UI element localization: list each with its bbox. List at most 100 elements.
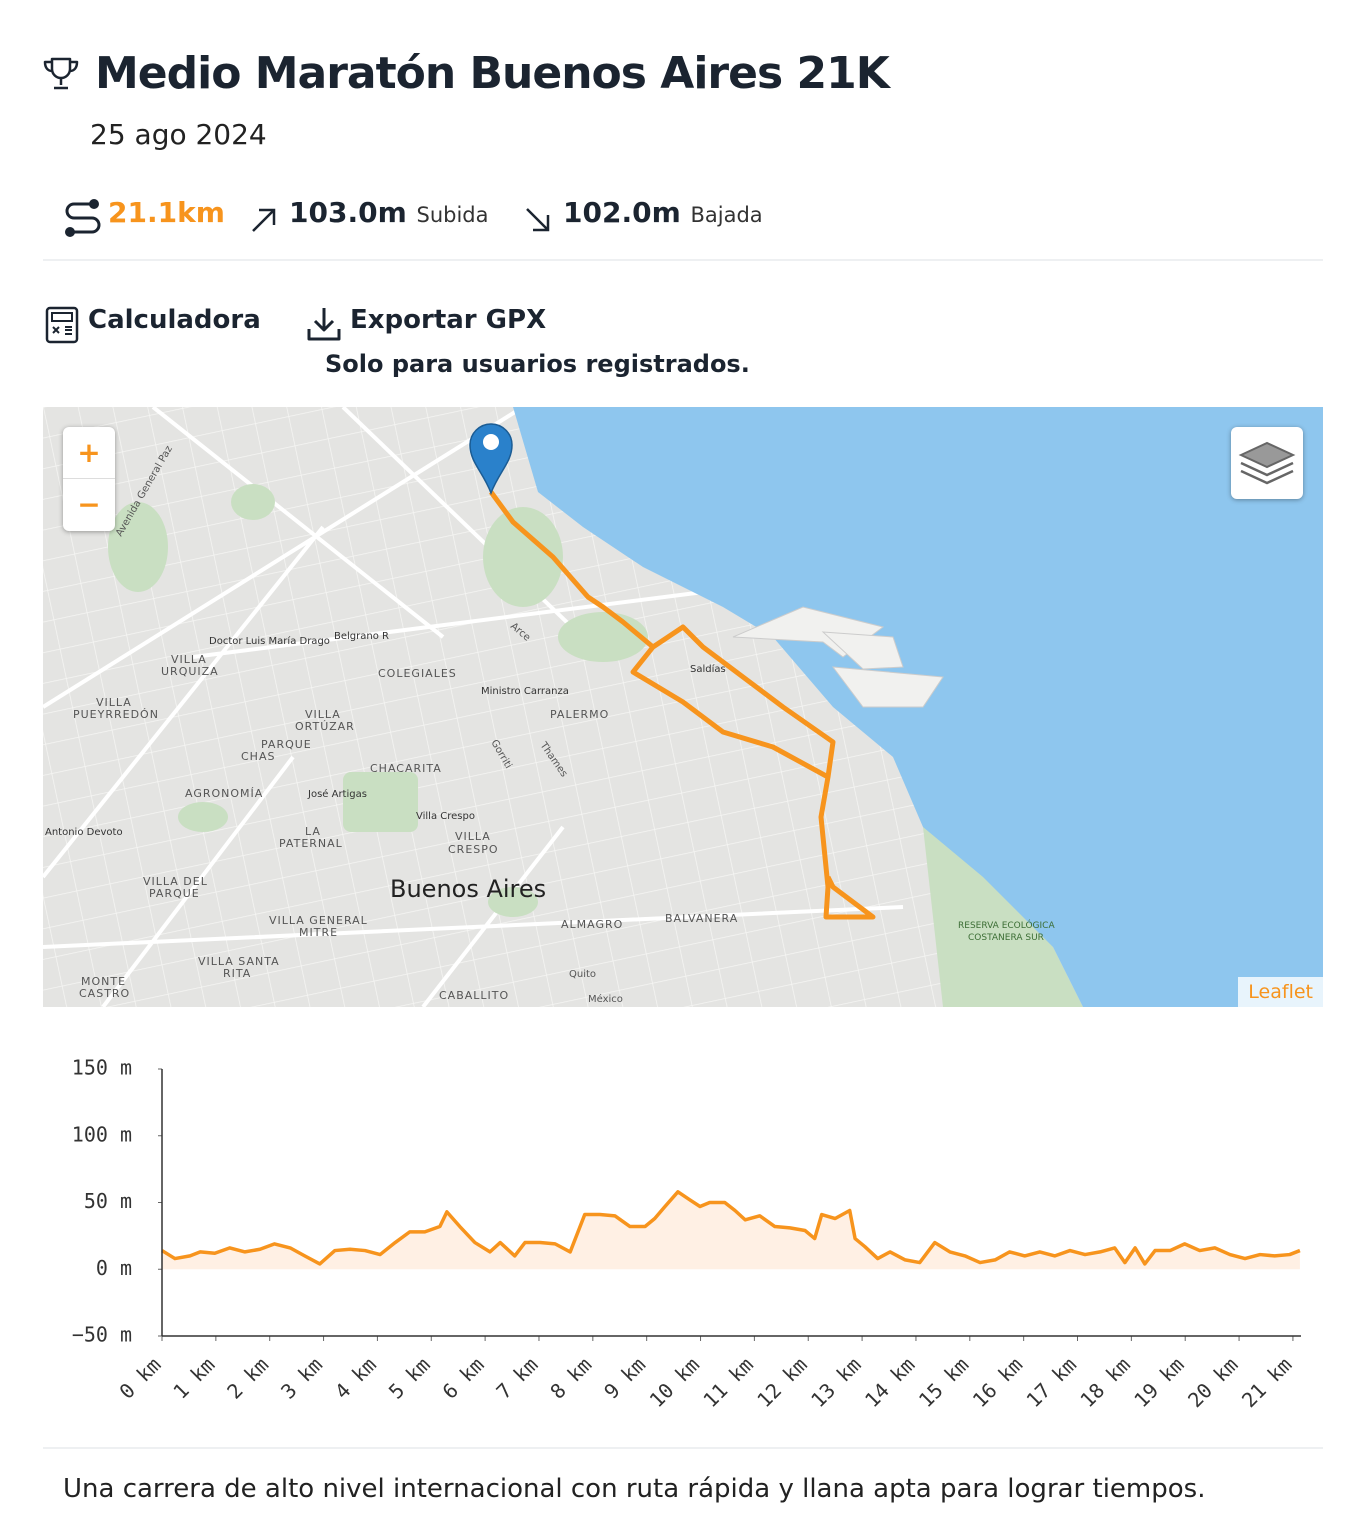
map-label: COSTANERA SUR [968, 933, 1044, 943]
x-tick-label: 14 km [860, 1353, 920, 1413]
descent-value: 102.0m [563, 196, 681, 229]
descent-icon [526, 208, 550, 232]
map-label: ORTÚZAR [295, 720, 355, 733]
map-label: VILLA [171, 653, 207, 666]
x-tick-label: 3 km [276, 1353, 327, 1404]
x-tick-label: 8 km [545, 1353, 596, 1404]
map-label: Ministro Carranza [481, 686, 569, 697]
map-label: Saldías [690, 663, 726, 675]
map-label: VILLA [96, 696, 132, 709]
date: 25 ago 2024 [90, 118, 267, 151]
map-label: ALMAGRO [561, 918, 623, 931]
map-label: Doctor Luis María Drago [209, 635, 330, 647]
y-tick-label: 100 m [72, 1122, 132, 1146]
x-tick-label: 18 km [1075, 1353, 1135, 1413]
x-tick-label: 5 km [384, 1353, 435, 1404]
ascent-icon [252, 208, 276, 232]
export-link[interactable]: Exportar GPX [350, 305, 547, 335]
descent-label: Bajada [690, 203, 763, 227]
map-label: Quito [569, 969, 596, 980]
map-label: PARQUE [149, 887, 200, 900]
map-attribution[interactable]: Leaflet [1238, 977, 1323, 1007]
map-label: RESERVA ECOLÓGICA [958, 919, 1055, 931]
map-label: COLEGIALES [378, 667, 457, 680]
map-label: México [588, 993, 623, 1005]
map-label: AGRONOMÍA [185, 787, 263, 800]
map-label: PUEYRREDÓN [73, 708, 159, 721]
download-icon [307, 308, 341, 341]
descent: 102.0m Bajada [563, 196, 763, 229]
calculator-button[interactable] [44, 305, 80, 345]
map-label: CHACARITA [370, 762, 442, 775]
map-label: URQUIZA [161, 665, 219, 678]
description: Una carrera de alto nivel internacional … [63, 1474, 1206, 1504]
map-label: VILLA [455, 830, 491, 843]
map-canvas: Buenos Aires PALERMO COLEGIALES CHACARIT… [43, 407, 1323, 1007]
map-label: MITRE [299, 926, 338, 939]
divider [43, 259, 1323, 261]
map-label: PATERNAL [279, 837, 343, 850]
elevation-area [162, 1191, 1300, 1270]
map-label: MONTE [81, 975, 126, 988]
x-tick-label: 2 km [222, 1353, 273, 1404]
ascent: 103.0m Subida [289, 196, 489, 229]
map-label: José Artigas [307, 788, 367, 800]
map-label: VILLA GENERAL [269, 914, 368, 927]
x-tick-label: 21 km [1237, 1353, 1297, 1413]
elevation-line [161, 1190, 1301, 1266]
map-label: CASTRO [79, 987, 130, 1000]
export-note: Solo para usuarios registrados. [325, 350, 750, 378]
x-tick-label: 16 km [968, 1353, 1028, 1413]
ascent-label: Subida [416, 203, 489, 227]
map-label: PARQUE [261, 738, 312, 751]
ascent-value: 103.0m [289, 196, 407, 229]
zoom-in[interactable]: + [63, 427, 115, 479]
map[interactable]: Buenos Aires PALERMO COLEGIALES CHACARIT… [43, 407, 1323, 1007]
map-marker[interactable] [469, 423, 513, 496]
map-label: LA [305, 825, 321, 838]
map-label: Belgrano R [334, 631, 389, 642]
map-label: Buenos Aires [390, 875, 546, 903]
x-tick-label: 7 km [491, 1353, 542, 1404]
x-tick-label: 13 km [806, 1353, 866, 1413]
map-label: CRESPO [448, 843, 499, 856]
y-tick-label: 0 m [96, 1256, 132, 1280]
trophy-icon [43, 57, 79, 90]
map-route [488, 490, 876, 920]
y-tick-label: 150 m [72, 1056, 132, 1080]
distance: 21.1km [108, 196, 225, 229]
map-port [732, 606, 944, 708]
calculator-icon [45, 306, 79, 344]
x-tick-label: 9 km [599, 1353, 650, 1404]
x-tick-label: 4 km [330, 1353, 381, 1404]
x-tick-label: 20 km [1183, 1353, 1243, 1413]
x-tick-label: 19 km [1129, 1353, 1189, 1413]
map-label: BALVANERA [665, 912, 738, 925]
map-label: CHAS [241, 750, 275, 763]
y-tick-label: −50 m [72, 1323, 132, 1347]
map-label: RITA [223, 967, 251, 980]
x-tick-label: 1 km [168, 1353, 219, 1404]
x-tick-label: 15 km [914, 1353, 974, 1413]
layers-icon [1238, 441, 1296, 485]
calculator-link[interactable]: Calculadora [88, 305, 261, 335]
elevation-chart: −50 m 0 m 50 m 100 m 150 m 0 km 1 km 2 km 3 km 4 … [72, 1056, 1301, 1413]
map-label: VILLA [305, 708, 341, 721]
zoom-out[interactable]: − [77, 488, 101, 521]
y-tick-label: 50 m [84, 1189, 132, 1213]
map-label: Antonio Devoto [45, 827, 123, 838]
map-label: Villa Crespo [416, 811, 475, 822]
map-parks [108, 484, 1083, 1007]
map-label: CABALLITO [439, 989, 509, 1002]
x-tick-label: 6 km [438, 1353, 489, 1404]
x-tick-label: 11 km [698, 1353, 758, 1413]
layers-control[interactable] [1231, 427, 1303, 499]
route-icon [65, 199, 101, 237]
divider [43, 1447, 1323, 1449]
x-tick-label: 10 km [645, 1353, 705, 1413]
map-label: PALERMO [550, 708, 609, 721]
map-avenues [43, 407, 904, 1007]
map-label: VILLA DEL [143, 875, 208, 888]
title: Medio Maratón Buenos Aires 21K [95, 48, 890, 99]
